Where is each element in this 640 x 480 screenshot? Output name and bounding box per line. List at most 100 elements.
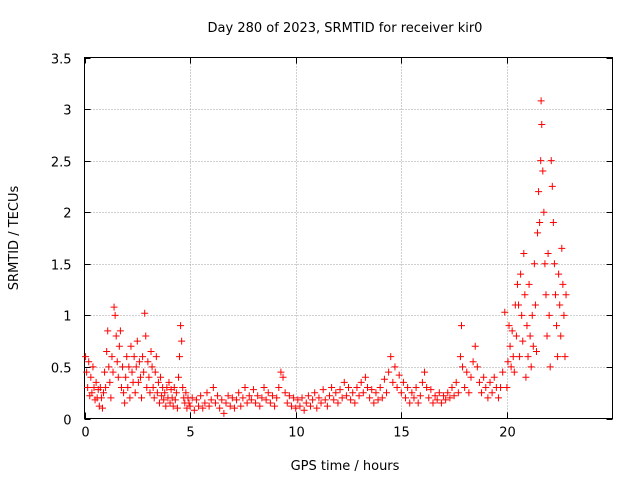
data-point (105, 363, 113, 371)
data-point (110, 303, 118, 311)
data-point (143, 384, 151, 392)
data-point (157, 373, 165, 381)
data-point (512, 332, 520, 340)
data-point (461, 384, 469, 392)
data-point (285, 392, 293, 400)
data-point (334, 399, 342, 407)
data-point (201, 399, 209, 407)
data-point (182, 389, 190, 397)
data-point (220, 409, 228, 417)
data-point (389, 378, 397, 386)
data-point (399, 378, 407, 386)
data-point (111, 311, 119, 319)
data-point (188, 394, 196, 402)
data-point (252, 399, 260, 407)
data-point (226, 402, 234, 410)
data-point (144, 358, 152, 366)
data-point (540, 208, 548, 216)
data-point (313, 404, 321, 412)
data-point (431, 392, 439, 400)
data-point (136, 373, 144, 381)
data-point (123, 353, 131, 361)
data-point (112, 332, 120, 340)
data-point (539, 167, 547, 175)
data-point (534, 229, 542, 237)
y-axis-label: SRMTID / TECUs (7, 186, 22, 291)
data-point (494, 394, 502, 402)
data-point (554, 353, 562, 361)
data-point (109, 368, 117, 376)
data-point (107, 394, 115, 402)
data-point (541, 260, 549, 268)
data-point (456, 353, 464, 361)
data-point (556, 301, 564, 309)
data-point (209, 384, 217, 392)
data-point (549, 219, 557, 227)
data-point (547, 157, 555, 165)
data-point (104, 327, 112, 335)
data-point (374, 396, 382, 404)
data-point (230, 404, 238, 412)
x-tick-label: 15 (393, 426, 410, 441)
data-point (473, 363, 481, 371)
data-point (304, 392, 312, 400)
data-point (306, 402, 314, 410)
data-point (543, 332, 551, 340)
data-point (185, 399, 193, 407)
data-point (370, 399, 378, 407)
data-point (553, 322, 561, 330)
data-point (325, 392, 333, 400)
x-tick-label: 0 (81, 426, 89, 441)
data-point (97, 394, 105, 402)
data-point (309, 396, 317, 404)
x-tick-label: 20 (499, 426, 516, 441)
data-point (433, 396, 441, 404)
data-point (406, 399, 414, 407)
data-point (155, 399, 163, 407)
data-point (545, 311, 553, 319)
data-point (328, 384, 336, 392)
data-point (125, 363, 133, 371)
data-point (172, 389, 180, 397)
data-point (190, 406, 198, 414)
data-point (82, 353, 90, 361)
data-point (410, 394, 418, 402)
data-point (87, 373, 95, 381)
y-tick-label: 3.5 (51, 53, 72, 68)
data-point (404, 384, 412, 392)
data-point (524, 353, 532, 361)
data-point (247, 396, 255, 404)
data-point (173, 404, 181, 412)
data-point (139, 353, 147, 361)
data-point (366, 394, 374, 402)
data-point (283, 399, 291, 407)
data-point (332, 389, 340, 397)
data-point (120, 389, 128, 397)
data-point (228, 394, 236, 402)
data-point (526, 332, 534, 340)
data-point (532, 347, 540, 355)
data-point (241, 384, 249, 392)
data-point (165, 378, 173, 386)
data-point (380, 375, 388, 383)
data-point (427, 386, 435, 394)
data-point (408, 389, 416, 397)
data-point (138, 394, 146, 402)
plot-frame (84, 57, 613, 419)
data-point (160, 396, 168, 404)
data-point (298, 394, 306, 402)
y-tick-label: 0.5 (51, 362, 72, 377)
data-point (311, 389, 319, 397)
data-point (106, 378, 114, 386)
data-point (176, 353, 184, 361)
data-point (262, 396, 270, 404)
data-point (300, 406, 308, 414)
data-point (102, 384, 110, 392)
data-point (353, 384, 361, 392)
y-tick-label: 2.5 (51, 156, 72, 171)
data-point (271, 402, 279, 410)
data-point (103, 347, 111, 355)
data-point (560, 311, 568, 319)
data-point (542, 291, 550, 299)
data-point (402, 394, 410, 402)
